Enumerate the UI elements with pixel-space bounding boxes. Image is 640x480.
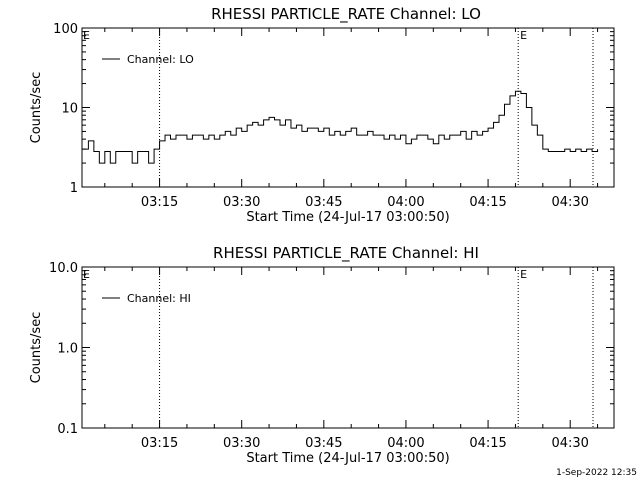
- x-tick-label: 04:00: [387, 436, 424, 451]
- legend-label: Channel: HI: [127, 292, 191, 305]
- x-tick-label: 04:30: [551, 195, 588, 210]
- x-axis-label: Start Time (24-Jul-17 03:00:50): [246, 451, 449, 466]
- x-tick-label: 03:45: [305, 436, 342, 451]
- y-tick-label: 1: [70, 181, 78, 196]
- x-tick-label: 03:30: [223, 436, 260, 451]
- y-axis-label: Counts/sec: [29, 312, 44, 384]
- panel-hi: RHESSI PARTICLE_RATE Channel: HI 03:15 03:…: [29, 244, 615, 466]
- y-tick-label: 0.1: [57, 422, 78, 437]
- y-axis-label: Counts/sec: [29, 72, 44, 144]
- corner-event-label: E: [83, 29, 90, 42]
- y-tick-label: 10: [61, 102, 78, 117]
- y-tick-label: 10.0: [49, 261, 78, 276]
- x-tick-label: 03:15: [141, 195, 178, 210]
- x-tick-label: 03:30: [223, 195, 260, 210]
- event-marker-label: E: [520, 268, 527, 281]
- x-tick-label: 04:00: [387, 195, 424, 210]
- event-marker-label: E: [520, 29, 527, 42]
- y-tick-label: 100: [53, 22, 78, 37]
- chart-title: RHESSI PARTICLE_RATE Channel: LO: [211, 5, 481, 24]
- data-series-line: [82, 90, 599, 164]
- chart-title: RHESSI PARTICLE_RATE Channel: HI: [213, 244, 479, 263]
- x-tick-label: 03:15: [141, 436, 178, 451]
- corner-event-label: E: [83, 268, 90, 281]
- legend-label: Channel: LO: [127, 53, 194, 66]
- x-tick-label: 03:45: [305, 195, 342, 210]
- x-axis-label: Start Time (24-Jul-17 03:00:50): [246, 210, 449, 225]
- y-tick-label: 1.0: [57, 342, 78, 357]
- panel-lo: RHESSI PARTICLE_RATE Channel: LO 03:15 03:…: [29, 5, 615, 225]
- x-tick-label: 04:15: [469, 195, 506, 210]
- x-tick-label: 04:30: [551, 436, 588, 451]
- generation-timestamp: 1-Sep-2022 12:35: [556, 468, 637, 478]
- x-tick-label: 04:15: [469, 436, 506, 451]
- plot-frame: [81, 27, 615, 188]
